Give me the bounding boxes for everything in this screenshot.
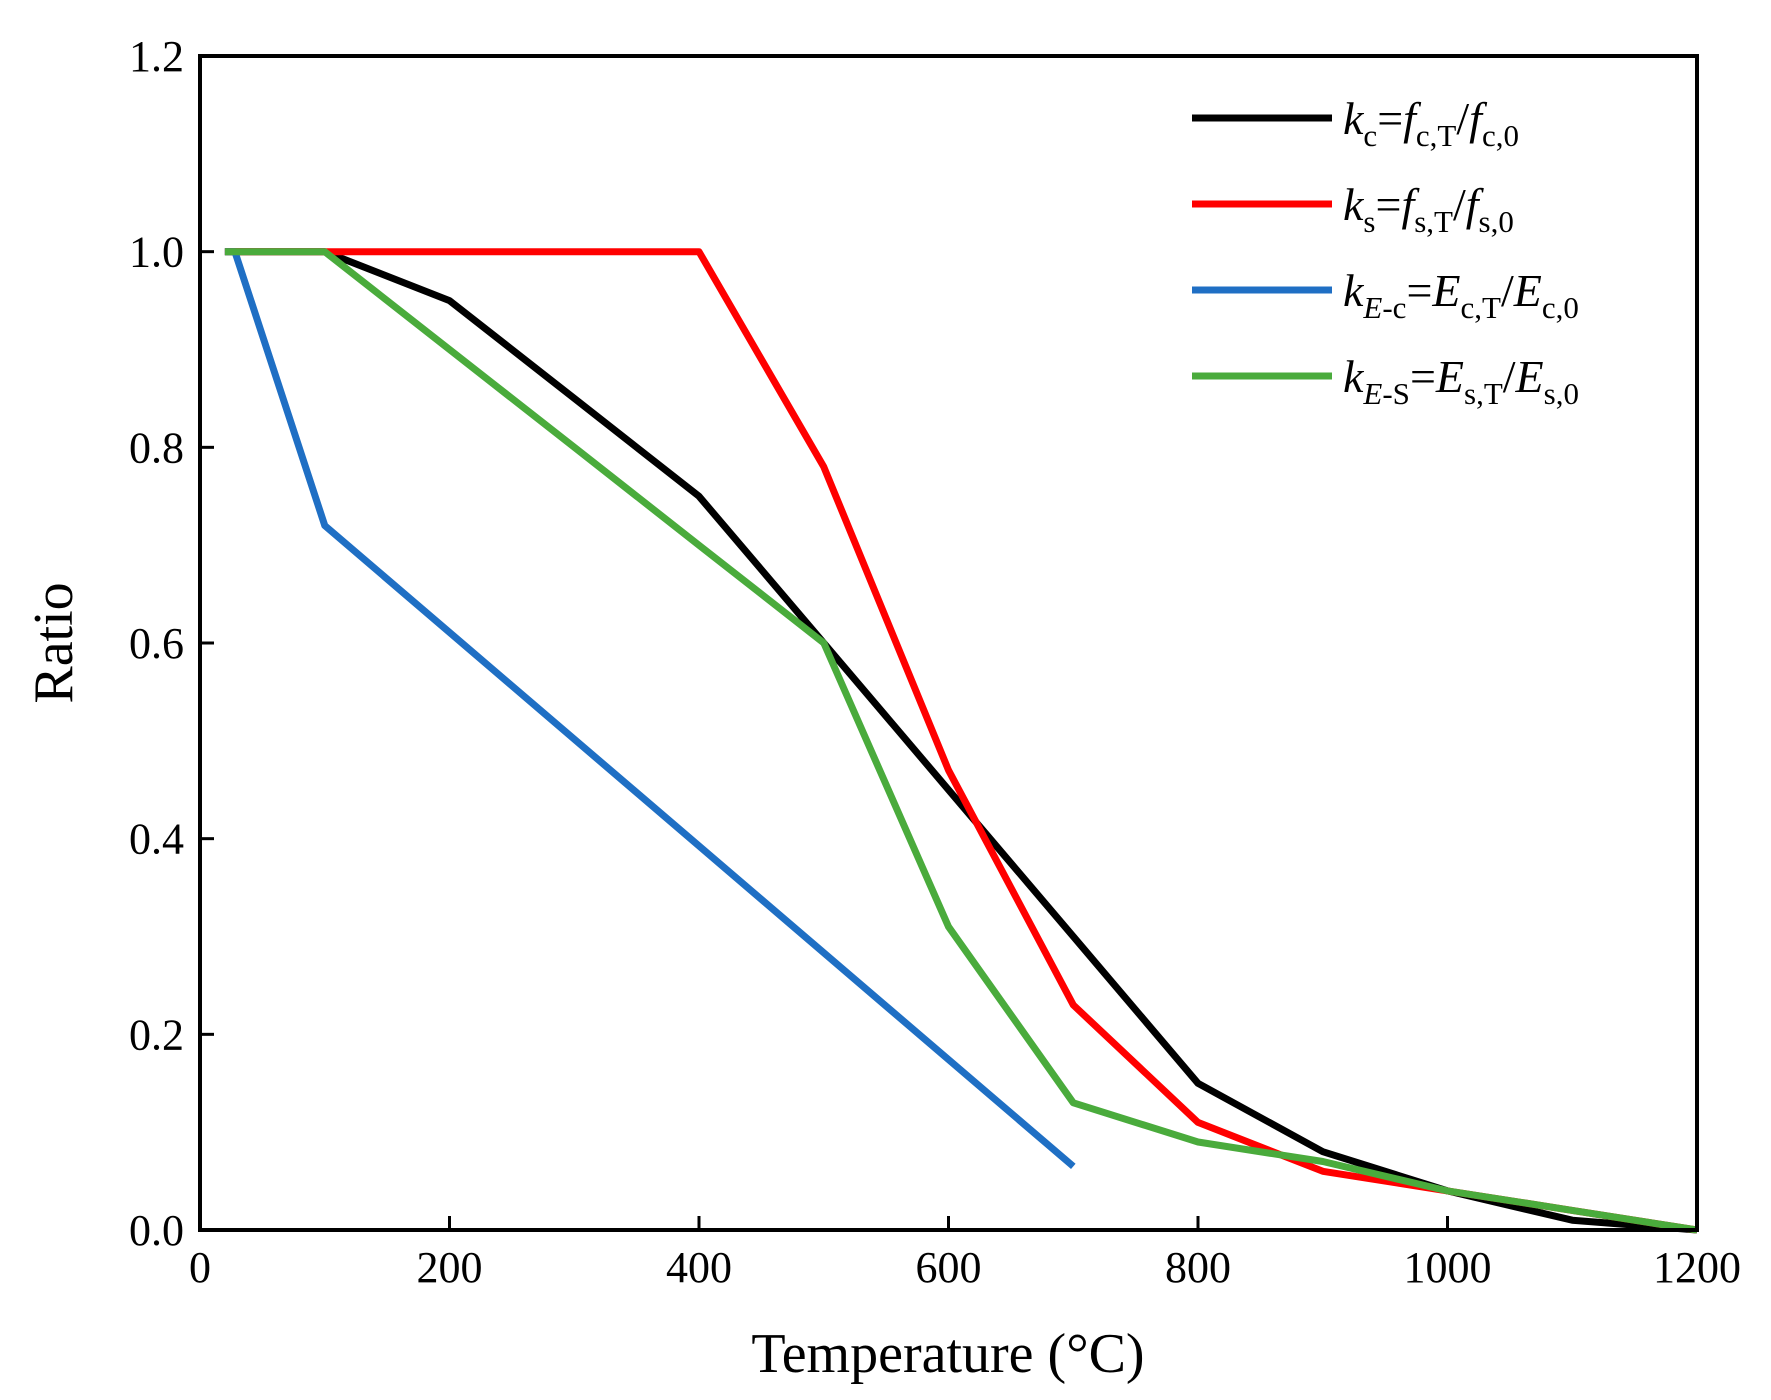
legend-item-2: ks=fs,T/fs,0	[1192, 179, 1514, 239]
legend-label-part: c,T	[1416, 118, 1457, 153]
y-tick-label: 0.6	[129, 619, 184, 668]
plot-frame	[198, 54, 1699, 1232]
legend-label-part: s,T	[1414, 204, 1453, 239]
legend-label-part: -c	[1382, 290, 1406, 325]
legend: kc=fc,T/fc,0ks=fs,T/fs,0kE-c=Ec,T/Ec,0kE…	[1192, 93, 1579, 411]
legend-label-part: =	[1410, 351, 1436, 402]
legend-label-part: k	[1343, 179, 1365, 230]
legend-label-part: E	[1515, 351, 1544, 402]
legend-label-part: /	[1501, 265, 1514, 316]
legend-label-part: E	[1362, 376, 1382, 411]
y-tick-label: 1.0	[129, 228, 184, 277]
legend-label-part: E	[1431, 265, 1460, 316]
legend-label-part: =	[1377, 93, 1403, 144]
legend-item-1: kc=fc,T/fc,0	[1192, 93, 1519, 153]
legend-label-part: -S	[1382, 376, 1410, 411]
series-line-4	[224, 248, 1698, 1234]
legend-label-part: c,0	[1542, 290, 1579, 325]
legend-label: ks=fs,T/fs,0	[1343, 179, 1514, 239]
legend-label-part: s,0	[1479, 204, 1514, 239]
legend-label-part: =	[1376, 179, 1402, 230]
legend-label-part: /	[1453, 179, 1466, 230]
legend-label-part: /	[1503, 351, 1516, 402]
legend-label-part: c	[1363, 118, 1377, 153]
x-tick-label: 600	[916, 1243, 982, 1292]
legend-item-4: kE-S=Es,T/Es,0	[1192, 351, 1579, 411]
legend-label-part: k	[1343, 93, 1365, 144]
series-layer	[224, 248, 1698, 1234]
y-tick-label: 0.4	[129, 815, 184, 864]
x-tick-label: 200	[417, 1243, 483, 1292]
y-tick-label: 0.2	[129, 1010, 184, 1059]
legend-label-part: k	[1343, 265, 1365, 316]
x-tick-label: 800	[1165, 1243, 1231, 1292]
ticks-layer: 0 200 400 600 800 1000 1200 0.0 0.2 0.4 0.6 0.8 1.0 1…	[129, 32, 1741, 1292]
y-tick-label: 0.8	[129, 423, 184, 472]
legend-label-part: s,T	[1464, 376, 1503, 411]
legend-label-part: s,0	[1544, 376, 1579, 411]
x-tick-label: 0	[189, 1243, 211, 1292]
legend-label-part: c,0	[1482, 118, 1519, 153]
x-tick-label: 1200	[1653, 1243, 1741, 1292]
legend-label-part: /	[1456, 93, 1469, 144]
x-axis-title: Temperature (°C)	[751, 1323, 1144, 1385]
legend-label-part: c,T	[1461, 290, 1502, 325]
legend-label-part: =	[1406, 265, 1432, 316]
y-tick-label: 1.2	[129, 32, 184, 81]
y-tick-label: 0.0	[129, 1206, 184, 1255]
legend-label-part: s	[1363, 204, 1375, 239]
legend-label: kE-S=Es,T/Es,0	[1343, 351, 1579, 411]
x-tick-label: 1000	[1404, 1243, 1492, 1292]
legend-item-3: kE-c=Ec,T/Ec,0	[1192, 265, 1579, 325]
x-tick-label: 400	[666, 1243, 732, 1292]
legend-label-part: E	[1435, 351, 1464, 402]
legend-label: kE-c=Ec,T/Ec,0	[1343, 265, 1579, 325]
legend-label-part: E	[1513, 265, 1542, 316]
legend-label-part: k	[1343, 351, 1365, 402]
y-axis-title: Ratio	[23, 582, 85, 703]
legend-label-part: E	[1362, 290, 1382, 325]
